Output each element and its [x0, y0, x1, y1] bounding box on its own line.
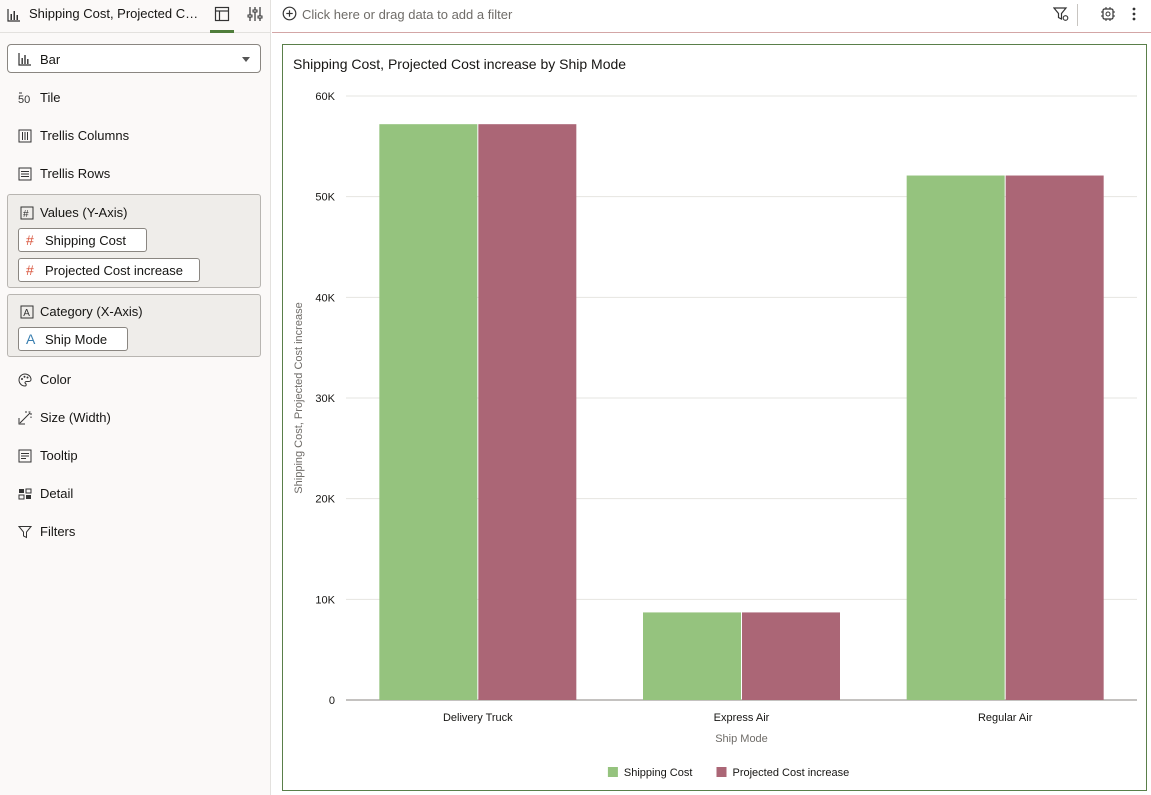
svg-text:50: 50 — [18, 94, 30, 105]
y-tick-label: 60K — [315, 91, 335, 103]
values-drop-target[interactable]: # Values (Y-Axis) # Shipping Cost # Proj… — [7, 194, 261, 288]
svg-text:A: A — [23, 308, 30, 319]
attribute-a-icon: A — [26, 331, 36, 347]
category-axis-icon: A — [20, 305, 34, 319]
y-tick-label: 30K — [315, 393, 335, 405]
trellis-columns-icon — [18, 129, 32, 143]
grammar-item-label: Trellis Columns — [40, 128, 130, 143]
bar-chart[interactable]: 0 10K 20K 30K 40K 50K 60K Delivery Truck Express… — [283, 45, 1146, 790]
measure-pill-projected-cost-increase[interactable]: # Projected Cost increase — [18, 258, 200, 282]
x-tick-label: Delivery Truck — [443, 712, 513, 724]
grammar-tab-icon[interactable] — [214, 6, 230, 25]
bar-chart-icon — [18, 53, 32, 69]
detail-icon — [18, 487, 32, 501]
toolbar-divider — [1077, 4, 1078, 26]
visualization-type-select[interactable]: Bar — [7, 44, 261, 73]
x-axis-title: Ship Mode — [715, 733, 768, 745]
tooltip-icon — [18, 449, 32, 463]
grammar-item-label: Tile — [40, 90, 61, 105]
add-filter-placeholder[interactable]: Click here or drag data to add a filter — [302, 7, 513, 22]
measure-pill-shipping-cost[interactable]: # Shipping Cost — [18, 228, 147, 252]
legend-label: Shipping Cost — [624, 767, 693, 779]
bar-chart-icon — [7, 8, 21, 25]
bar[interactable] — [742, 612, 840, 700]
bar[interactable] — [906, 175, 1005, 700]
visualization-canvas[interactable]: Shipping Cost, Projected Cost increase b… — [282, 44, 1147, 791]
chevron-down-icon — [242, 57, 250, 62]
grammar-item-label: Color — [40, 372, 72, 387]
grammar-panel: Shipping Cost, Projected Co... Bar 50 Ti… — [0, 0, 271, 795]
bar[interactable] — [478, 124, 577, 701]
category-drop-target[interactable]: A Category (X-Axis) A Ship Mode — [7, 294, 261, 357]
palette-icon — [18, 373, 32, 387]
visualization-tab-title[interactable]: Shipping Cost, Projected Co... — [29, 6, 201, 21]
x-tick-label: Express Air — [714, 712, 770, 724]
measure-hash-icon: # — [26, 262, 34, 278]
properties-tab-icon[interactable] — [247, 6, 263, 25]
values-axis-icon: # — [20, 206, 34, 220]
active-tab-indicator — [210, 30, 234, 33]
pill-label: Projected Cost increase — [45, 263, 184, 278]
measure-hash-icon: # — [26, 232, 34, 248]
filter-icon — [17, 525, 33, 539]
grammar-item-label: Size (Width) — [40, 410, 111, 425]
filter-bar[interactable]: Click here or drag data to add a filter — [272, 0, 1151, 33]
svg-text:#: # — [23, 209, 29, 220]
grammar-item-label: Filters — [40, 524, 76, 539]
tile-icon: 50 — [18, 91, 32, 106]
chart-title: Shipping Cost, Projected Cost increase b… — [293, 56, 627, 72]
pill-label: Ship Mode — [45, 332, 108, 347]
y-axis-title: Shipping Cost, Projected Cost increase — [293, 302, 305, 493]
y-tick-label: 0 — [329, 695, 335, 707]
x-tick-label: Regular Air — [978, 712, 1033, 724]
visualization-type-value: Bar — [40, 52, 61, 67]
y-tick-label: 20K — [315, 494, 335, 506]
y-tick-label: 50K — [315, 192, 335, 204]
grammar-item-label: Tooltip — [40, 448, 78, 463]
trellis-rows-icon — [18, 167, 32, 181]
legend-swatch — [716, 767, 727, 777]
bar[interactable] — [643, 612, 741, 700]
size-icon — [18, 411, 32, 425]
bar[interactable] — [1005, 175, 1104, 700]
more-vertical-icon[interactable] — [1130, 6, 1138, 25]
grammar-item-label: Detail — [40, 486, 74, 501]
legend-swatch — [607, 767, 618, 777]
y-tick-label: 40K — [315, 292, 335, 304]
add-circle-icon[interactable] — [282, 6, 297, 24]
pill-label: Shipping Cost — [45, 233, 126, 248]
auto-apply-icon[interactable] — [1100, 6, 1116, 25]
y-tick-label: 10K — [315, 594, 335, 606]
filter-settings-icon[interactable] — [1052, 6, 1069, 25]
grammar-item-label: Trellis Rows — [40, 166, 111, 181]
panel-tabs: Shipping Cost, Projected Co... — [0, 0, 271, 33]
values-axis-label: Values (Y-Axis) — [40, 205, 128, 220]
category-axis-label: Category (X-Axis) — [40, 304, 143, 319]
bar[interactable] — [379, 124, 478, 701]
legend-label: Projected Cost increase — [733, 767, 850, 779]
attribute-pill-ship-mode[interactable]: A Ship Mode — [18, 327, 128, 351]
